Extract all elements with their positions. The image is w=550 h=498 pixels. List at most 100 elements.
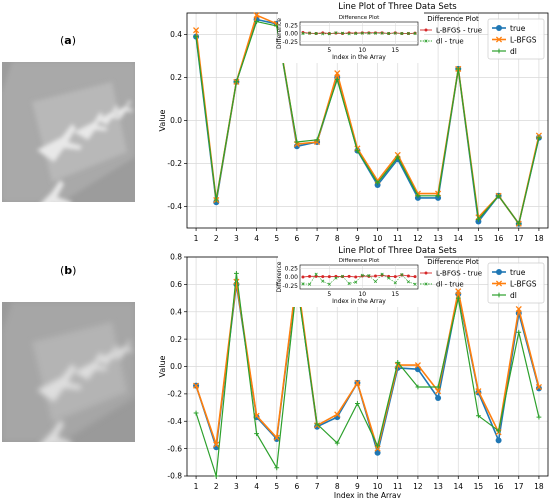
inset-data-point [413,31,417,36]
legend-label: L-BFGS [510,279,537,288]
inset-data-point [367,274,371,278]
data-point [354,379,361,386]
data-point [455,66,461,72]
y-tick-label: -0.8 [167,472,182,481]
x-tick-label: 5 [274,482,279,491]
x-tick-label: 12 [413,234,423,243]
inset-x-tick-label: 5 [327,291,331,298]
x-tick-label: 18 [534,482,544,491]
inset-x-tick-label: 10 [358,47,366,54]
data-point [536,135,542,141]
inset-data-point [321,32,325,36]
series-line [195,21,540,225]
legend: true L-BFGS dl [487,262,545,304]
inset-legend-title: Difference Plot [427,15,479,23]
legend-marker [495,36,503,43]
x-tick-label: 13 [433,482,443,491]
inset-data-point [413,282,417,286]
x-tick-label: 14 [453,234,463,243]
aircraft-image-b [2,302,135,442]
inset-data-point [327,282,331,286]
legend-label: dl [510,47,517,56]
x-tick-label: 11 [393,234,403,243]
x-tick-label: 2 [214,234,219,243]
data-point [193,27,200,34]
inset-data-point [393,31,397,35]
data-point [374,445,381,452]
x-tick-label: 3 [234,234,239,243]
inset-data-point [373,279,378,284]
chart-title: Line Plot of Three Data Sets [338,2,457,12]
inset-data-point [393,275,397,279]
legend-marker [495,280,503,287]
x-tick-label: 2 [214,482,219,491]
data-point [213,197,219,203]
chart-title: Line Plot of Three Data Sets [338,246,457,256]
inset-data-point [301,275,305,279]
x-tick-label: 6 [295,482,300,491]
inset-legend-title: Difference Plot [427,258,479,266]
y-tick-label: 0.4 [170,307,182,316]
x-tick-label: 12 [413,482,423,491]
inset-legend-marker [424,39,428,43]
panel-label-open: ( [60,34,65,47]
data-point [213,473,219,479]
data-point [213,441,220,448]
x-tick-label: 1 [194,482,199,491]
inset-data-point [327,32,331,36]
inset-legend-label: L-BFGS - true [436,270,482,278]
legend-marker [496,48,502,54]
x-tick-label: 5 [274,234,279,243]
series-line [195,272,540,477]
inset-data-point [406,280,411,284]
data-point [495,437,502,444]
data-point [273,434,280,441]
x-tick-label: 7 [315,482,320,491]
aircraft-image-a [2,62,135,202]
data-point [415,384,421,390]
data-point [476,413,481,419]
x-tick-label: 10 [373,482,383,491]
data-point [475,388,482,395]
y-tick-label: 0.4 [170,30,182,39]
inset-data-point [360,31,364,35]
series-dl [193,271,542,479]
inset-y-tick-label: -0.25 [282,283,298,290]
inset-data-point [406,274,410,278]
x-tick-label: 8 [335,234,340,243]
inset-data-point [380,31,384,35]
data-point [253,12,260,19]
series-dl [193,19,542,227]
data-point [355,148,360,153]
inset-data-point [393,281,397,285]
panel-label-letter: a [64,34,72,47]
data-point [193,382,200,389]
data-point [435,388,442,395]
data-point [355,401,360,406]
data-point [294,139,300,145]
x-tick-label: 18 [534,234,544,243]
inset-data-point [354,275,358,279]
y-tick-label: -0.6 [167,444,182,453]
legend-label: true [510,24,526,33]
panel-label-close: ) [71,34,77,47]
inset-data-point [373,274,377,278]
inset-data-point [334,31,338,35]
data-point [515,305,522,313]
x-tick-label: 16 [494,482,504,491]
data-point [415,193,421,199]
data-point [435,394,442,401]
y-tick-label: -0.4 [167,417,182,426]
data-point [455,288,462,295]
x-tick-label: 13 [433,234,443,243]
data-point [476,217,481,222]
inset-x-tick-label: 15 [391,291,399,298]
x-tick-label: 10 [373,234,383,243]
legend-marker [496,292,502,298]
inset-title: Difference Plot [339,15,380,21]
data-point [234,79,239,85]
chart-b: 1 2 3 4 5 6 7 8 9 10 11 12 13 14 15 16 17 18-0.8-0.6-0.4-… [158,246,549,498]
data-point [334,77,340,83]
legend: true L-BFGS dl [487,18,545,60]
inset-legend-marker [424,271,428,275]
